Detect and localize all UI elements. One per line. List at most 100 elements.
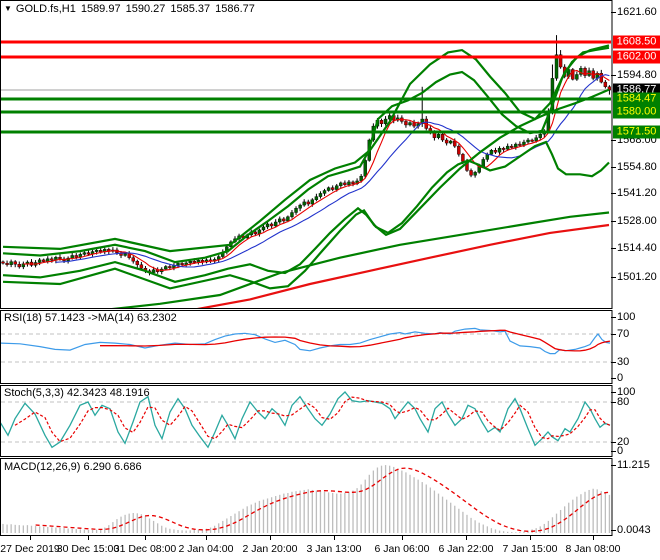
price-tick-label: 1621.60 [617, 6, 657, 18]
time-tick-mark [30, 536, 31, 540]
price-tick-label: 1514.40 [617, 242, 657, 254]
low-value: 1585.37 [170, 3, 211, 15]
rsi-axis-tick-mark [611, 316, 616, 318]
macd-axis-tick-label: 11.215 [617, 458, 650, 471]
candle-down [98, 249, 103, 253]
triangle-down-icon[interactable]: ▼ [4, 4, 12, 13]
macd-pane-label: MACD(12,26,9) 6.290 6.686 [4, 461, 142, 473]
ohlc-header: ▼ GOLD.fs,H1 1589.97 1590.27 1585.37 1586.77 [4, 3, 255, 15]
price-tick-label: 1541.20 [617, 187, 657, 199]
candle-up [359, 175, 363, 182]
candle-down [135, 260, 140, 265]
time-label: 3 Jan 13:00 [306, 543, 362, 555]
candle-up [123, 253, 127, 256]
price-tick-mark [611, 75, 616, 76]
candle-up [298, 204, 302, 209]
time-tick-mark [145, 536, 146, 540]
candle-down [180, 263, 184, 265]
candle-up [286, 216, 290, 222]
price-tick-mark [611, 12, 616, 13]
rsi-axis-tick-label: 70 [617, 328, 630, 340]
candle-down [607, 86, 611, 91]
candle-up [473, 172, 477, 176]
time-tick-mark [334, 536, 335, 540]
time-tick-mark [530, 536, 531, 540]
stoch-axis-tick-mark [611, 402, 616, 403]
high-value: 1590.27 [125, 3, 166, 15]
candle-up [82, 252, 87, 255]
rsi-axis-tick-mark [611, 377, 616, 379]
ma-long-green [111, 211, 610, 308]
time-label: 31 Dec 08:00 [113, 543, 177, 555]
candle-down [603, 81, 608, 87]
candle-up [265, 223, 270, 228]
candle-up [436, 134, 441, 138]
time-tick-mark [402, 536, 403, 540]
candle-down [599, 73, 603, 83]
ma-fast-red [23, 69, 610, 271]
price-tick-mark [611, 248, 616, 249]
candle-up [554, 54, 559, 79]
candle-up [290, 212, 294, 217]
candle-up [261, 226, 266, 231]
time-label: 6 Jan 06:00 [374, 543, 430, 555]
candle-down [58, 257, 62, 260]
candle-down [168, 266, 172, 269]
price-tick-label: 1594.80 [617, 69, 657, 81]
candle-down [5, 262, 9, 265]
candle-down [343, 182, 347, 185]
price-level-badge-green[interactable]: 1571.50 [613, 125, 660, 139]
candle-up [151, 269, 156, 273]
candle-up [408, 122, 412, 126]
close-value: 1586.77 [215, 3, 255, 15]
macd-axis-tick-label: 0.0043 [617, 523, 651, 536]
price-tick-label: 1501.20 [617, 271, 657, 283]
ma-long-red [196, 223, 610, 308]
candle-down [457, 145, 461, 155]
candle-down [351, 181, 355, 185]
macd-histogram [2, 465, 611, 533]
candle-down [558, 54, 563, 68]
candle-down [583, 68, 587, 76]
price-level-badge-red[interactable]: 1602.00 [613, 50, 660, 64]
candle-up [278, 218, 282, 223]
price-level-badge-green[interactable]: 1580.00 [613, 105, 660, 119]
candle-down [379, 120, 384, 124]
time-tick-mark [466, 536, 467, 540]
price-level-badge-green[interactable]: 1584.47 [613, 92, 660, 106]
candle-up [273, 221, 278, 227]
candle-down [1, 261, 5, 264]
env-upper-band [2, 44, 610, 253]
candle-up [534, 137, 538, 142]
candle-down [74, 255, 78, 258]
candle-up [339, 182, 343, 186]
candle-up [94, 249, 99, 252]
candle-up [420, 118, 424, 124]
candle-up [497, 147, 502, 153]
candle-down [571, 69, 575, 80]
candle-down [86, 252, 91, 255]
candle-up [70, 255, 74, 259]
candle-up [505, 145, 510, 150]
candle-down [440, 134, 445, 141]
stoch-pane-label: Stoch(5,3,3) 42.3423 48.1916 [4, 387, 150, 399]
stoch-axis-tick-label: 0 [617, 444, 624, 457]
candle-down [493, 150, 498, 153]
rsi-axis-tick-mark [611, 334, 616, 335]
candle-up [526, 139, 530, 143]
time-label: 27 Dec 2019 [0, 543, 60, 555]
candle-up [363, 160, 367, 177]
stoch-axis-tick-label: 20 [617, 436, 630, 448]
price-level-badge-red[interactable]: 1608.50 [613, 35, 660, 49]
candle-down [444, 139, 449, 144]
time-tick-mark [88, 536, 89, 540]
candle-up [322, 190, 327, 194]
candle-down [139, 264, 144, 269]
candle-up [347, 181, 351, 185]
candle-down [50, 258, 54, 261]
macd-axis-tick-mark [611, 529, 616, 531]
time-label: 6 Jan 22:00 [438, 543, 494, 555]
time-tick-mark [593, 536, 594, 540]
candle-up [538, 134, 542, 138]
